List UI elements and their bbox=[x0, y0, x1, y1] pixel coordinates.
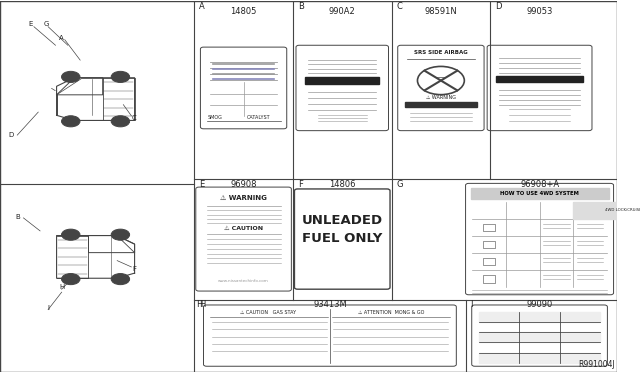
Text: UNLEADED
FUEL ONLY: UNLEADED FUEL ONLY bbox=[301, 214, 383, 245]
FancyBboxPatch shape bbox=[472, 305, 607, 366]
Text: 96908+A: 96908+A bbox=[520, 180, 559, 189]
Text: G: G bbox=[397, 180, 403, 189]
FancyBboxPatch shape bbox=[397, 45, 484, 131]
Text: I: I bbox=[47, 305, 49, 311]
Text: 990A2: 990A2 bbox=[329, 7, 356, 16]
FancyBboxPatch shape bbox=[204, 305, 456, 366]
Bar bbox=[483, 275, 495, 282]
Text: H: H bbox=[196, 300, 202, 309]
Text: ⚠ CAUTION   GAS STAY: ⚠ CAUTION GAS STAY bbox=[240, 310, 296, 314]
Bar bbox=[405, 102, 477, 107]
Text: B: B bbox=[15, 214, 20, 220]
Text: ⚠ WARNING: ⚠ WARNING bbox=[220, 195, 267, 201]
Text: B: B bbox=[298, 2, 304, 11]
Text: C: C bbox=[397, 2, 403, 11]
FancyBboxPatch shape bbox=[200, 47, 287, 129]
FancyBboxPatch shape bbox=[196, 187, 291, 291]
Text: E: E bbox=[29, 21, 33, 27]
Text: ⚠ CAUTION: ⚠ CAUTION bbox=[224, 226, 263, 231]
Text: D: D bbox=[8, 132, 13, 138]
Bar bbox=[497, 76, 583, 82]
Circle shape bbox=[61, 71, 80, 83]
Bar bbox=[573, 202, 640, 219]
Text: 98591N: 98591N bbox=[424, 7, 457, 16]
FancyBboxPatch shape bbox=[294, 189, 390, 289]
Bar bbox=[483, 258, 495, 266]
Text: 93413M: 93413M bbox=[313, 300, 347, 309]
Circle shape bbox=[111, 71, 130, 83]
Bar bbox=[479, 312, 600, 323]
Text: I: I bbox=[470, 300, 473, 309]
Text: D: D bbox=[495, 2, 502, 11]
Text: 99090: 99090 bbox=[527, 300, 553, 309]
Text: www.nissantechinfo.com: www.nissantechinfo.com bbox=[218, 279, 269, 283]
Bar bbox=[305, 77, 380, 84]
Text: G: G bbox=[44, 21, 49, 27]
Text: 4WD LOCK/CRUISE: 4WD LOCK/CRUISE bbox=[605, 208, 640, 212]
Circle shape bbox=[111, 116, 130, 127]
Text: ⚠ ATTENTION  MONG & GO: ⚠ ATTENTION MONG & GO bbox=[358, 310, 425, 314]
Text: ⚠ WARNING: ⚠ WARNING bbox=[426, 95, 456, 100]
Bar bbox=[483, 224, 495, 231]
Text: C: C bbox=[132, 115, 137, 121]
Text: F: F bbox=[132, 266, 136, 272]
Circle shape bbox=[61, 229, 80, 240]
Bar bbox=[479, 353, 600, 363]
Text: 14806: 14806 bbox=[329, 180, 355, 189]
Text: SRS SIDE AIRBAG: SRS SIDE AIRBAG bbox=[414, 50, 468, 55]
FancyBboxPatch shape bbox=[296, 45, 388, 131]
Text: 14805: 14805 bbox=[230, 7, 257, 16]
FancyBboxPatch shape bbox=[487, 45, 592, 131]
Bar bbox=[483, 241, 495, 248]
Text: HOW TO USE 4WD SYSTEM: HOW TO USE 4WD SYSTEM bbox=[500, 191, 579, 196]
Text: A: A bbox=[60, 35, 64, 41]
Text: R991004J: R991004J bbox=[579, 360, 616, 369]
Bar bbox=[470, 188, 609, 199]
Bar bbox=[479, 333, 600, 343]
Text: H: H bbox=[199, 300, 205, 309]
FancyBboxPatch shape bbox=[465, 183, 614, 295]
Circle shape bbox=[111, 229, 130, 240]
Circle shape bbox=[61, 116, 80, 127]
Text: SMOG: SMOG bbox=[208, 115, 223, 120]
Text: CATALYST: CATALYST bbox=[246, 115, 270, 120]
Text: 96908: 96908 bbox=[230, 180, 257, 189]
Text: H: H bbox=[59, 284, 64, 290]
Circle shape bbox=[61, 273, 80, 285]
Text: 99053: 99053 bbox=[526, 7, 553, 16]
Text: F: F bbox=[298, 180, 303, 189]
Text: E: E bbox=[199, 180, 204, 189]
Circle shape bbox=[111, 273, 130, 285]
Text: A: A bbox=[199, 2, 205, 11]
